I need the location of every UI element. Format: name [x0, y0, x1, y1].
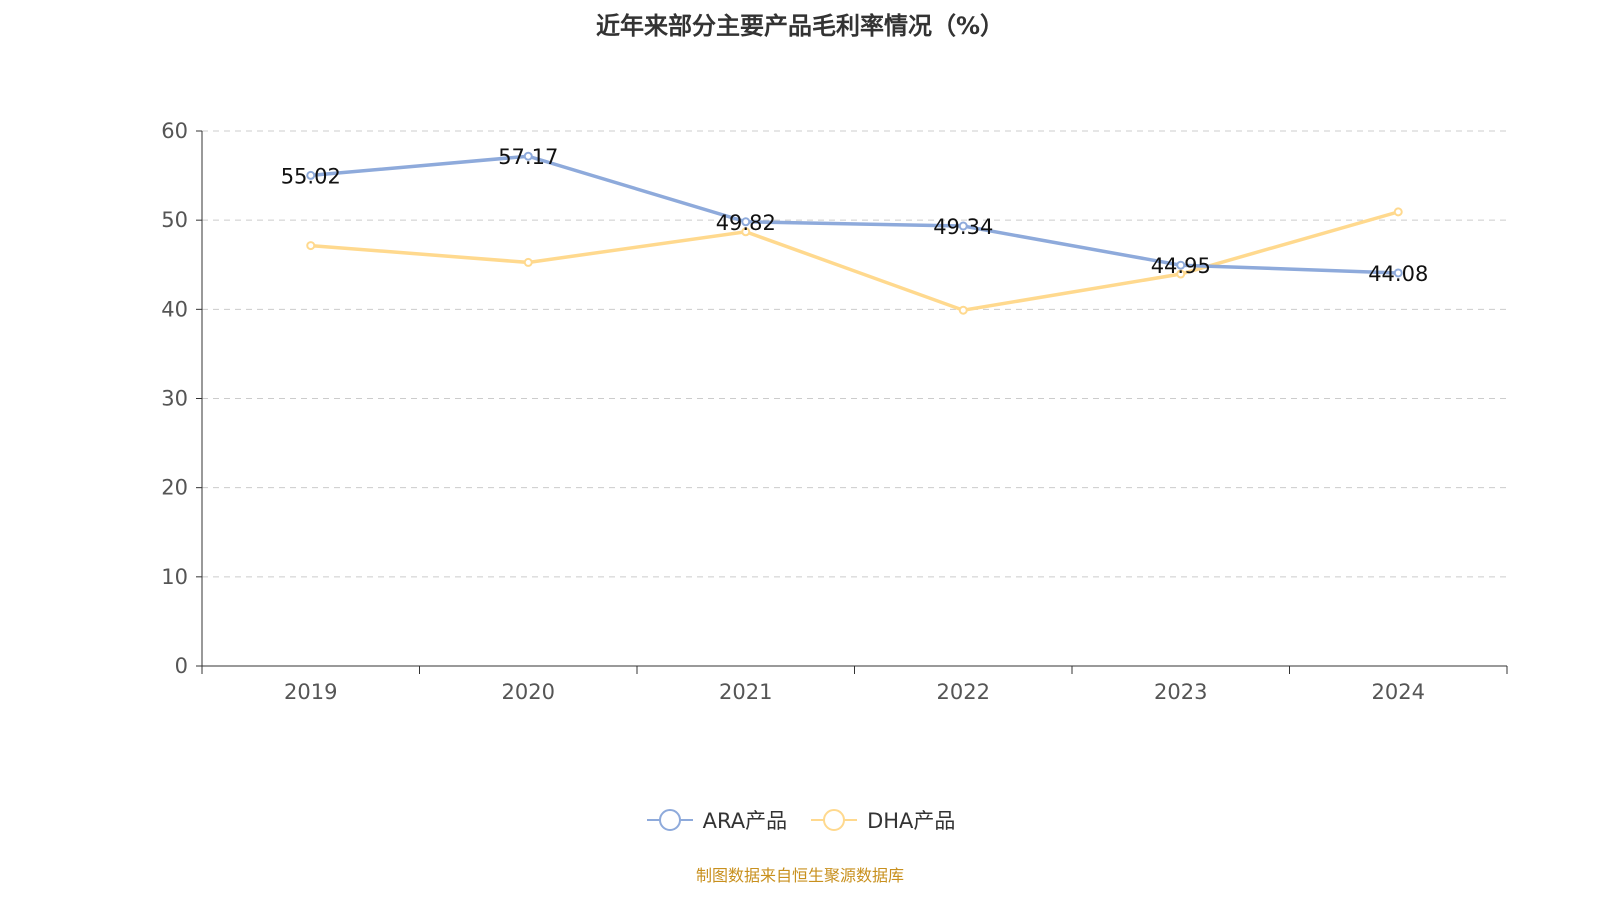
- data-point: [1393, 207, 1403, 217]
- y-tick-label: 0: [175, 654, 188, 678]
- x-tick-label: 2021: [719, 680, 772, 704]
- data-point: [1176, 269, 1186, 279]
- data-label: 44.95: [1151, 254, 1211, 278]
- data-point: [306, 170, 316, 180]
- legend-label-dha: DHA产品: [867, 809, 956, 833]
- x-tick-label: 2019: [284, 680, 337, 704]
- legend-marker-dha-icon: [811, 809, 858, 831]
- line-chart: 0 10 20 30 40 50 60 2019 2020 2021 2022 2023 2024 55.…: [161, 119, 1508, 704]
- source-note: 制图数据来自恒生聚源数据库: [695, 866, 904, 885]
- data-point: [741, 227, 751, 237]
- x-tick-label: 2024: [1372, 680, 1425, 704]
- data-point: [958, 221, 968, 231]
- y-tick-label: 10: [161, 565, 188, 589]
- x-tick-label: 2020: [502, 680, 555, 704]
- series-line-0: [310, 154, 1399, 275]
- data-label: 49.34: [933, 215, 993, 239]
- data-label: 44.08: [1368, 262, 1428, 286]
- chart-title: 近年来部分主要产品毛利率情况（%）: [595, 12, 1005, 40]
- y-tick-label: 30: [161, 387, 188, 411]
- legend-item-dha[interactable]: DHA产品: [809, 805, 955, 835]
- data-point: [1176, 260, 1186, 270]
- series-line-1: [310, 210, 1399, 313]
- data-point: [523, 151, 533, 161]
- legend-marker-ara-icon: [646, 809, 693, 831]
- legend: ARA产品 DHA产品: [0, 805, 1600, 835]
- y-tick-label: 40: [161, 297, 188, 321]
- data-point: [523, 257, 533, 267]
- x-tick-label: 2022: [937, 680, 990, 704]
- data-point: [958, 305, 968, 315]
- y-tick-label: 50: [161, 208, 188, 232]
- x-tick-label: 2023: [1154, 680, 1207, 704]
- data-point: [306, 241, 316, 251]
- legend-label-ara: ARA产品: [702, 809, 788, 833]
- data-label: 57.17: [498, 145, 558, 169]
- y-tick-label: 60: [161, 119, 188, 143]
- data-point: [741, 217, 751, 227]
- legend-item-ara[interactable]: ARA产品: [645, 805, 787, 835]
- y-tick-label: 20: [161, 476, 188, 500]
- data-label: 55.02: [281, 164, 341, 188]
- data-point: [1393, 268, 1403, 278]
- data-label: 49.82: [716, 211, 776, 235]
